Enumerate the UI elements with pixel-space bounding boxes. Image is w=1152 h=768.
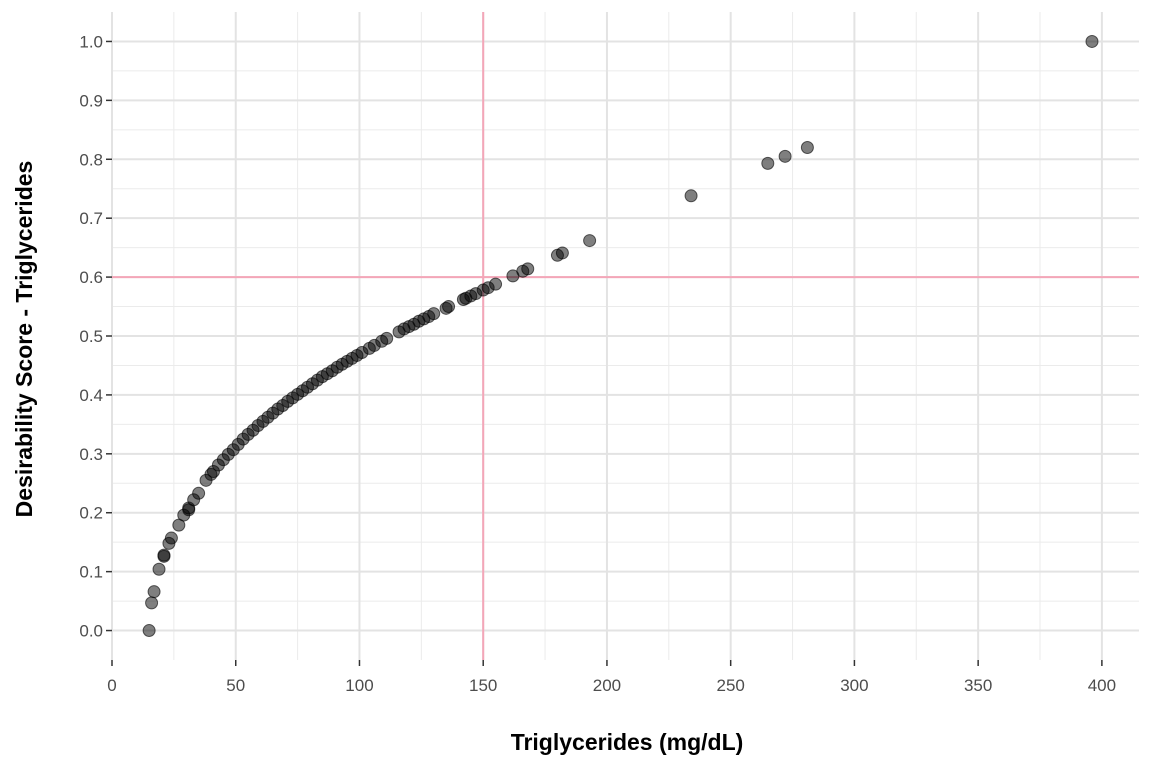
x-tick-label: 350 [964,676,992,695]
data-point [192,486,206,500]
x-tick-label: 300 [840,676,868,695]
major-gridlines [111,12,1139,660]
data-point [800,140,814,154]
y-tick-label: 0.6 [79,268,103,287]
y-tick-label: 0.4 [79,386,103,405]
y-tick-label: 0.2 [79,504,103,523]
y-tick-label: 0.1 [79,563,103,582]
data-point [142,624,156,638]
data-points [142,34,1099,638]
y-tick-label: 1.0 [79,32,103,51]
data-point [555,246,569,260]
x-tick-label: 150 [469,676,497,695]
data-point [427,307,441,321]
x-tick-label: 100 [345,676,373,695]
y-tick-label: 0.3 [79,445,103,464]
data-point [145,596,159,610]
data-point [521,262,535,276]
x-tick-label: 400 [1088,676,1116,695]
y-tick-label: 0.7 [79,209,103,228]
minor-gridlines [112,12,1139,660]
x-tick-label: 200 [593,676,621,695]
x-tick-label: 50 [226,676,245,695]
x-axis-title: Triglycerides (mg/dL) [511,729,744,755]
data-point [684,189,698,203]
x-axis-ticks: 0 50 100 150 200 250 300 350 400 [107,660,1116,695]
y-axis-title: Desirability Score - Triglycerides [11,161,37,518]
y-tick-label: 0.5 [79,327,103,346]
data-point [489,277,503,291]
data-point [778,149,792,163]
reference-lines [112,12,1139,660]
x-tick-label: 250 [716,676,744,695]
data-point [380,331,394,345]
y-tick-label: 0.8 [79,150,103,169]
data-point [152,562,166,576]
x-tick-label: 0 [107,676,116,695]
data-point [1085,34,1099,48]
y-tick-label: 0.0 [79,622,103,641]
data-point [761,156,775,170]
data-point [147,585,161,599]
y-tick-label: 0.9 [79,91,103,110]
y-axis-ticks: 0.0 0.1 0.2 0.3 0.4 0.5 0.6 0.7 0.8 0.9 1.0 [79,32,112,641]
data-point [442,300,456,314]
data-point [157,548,171,562]
data-point [583,234,597,248]
data-point [164,531,178,545]
